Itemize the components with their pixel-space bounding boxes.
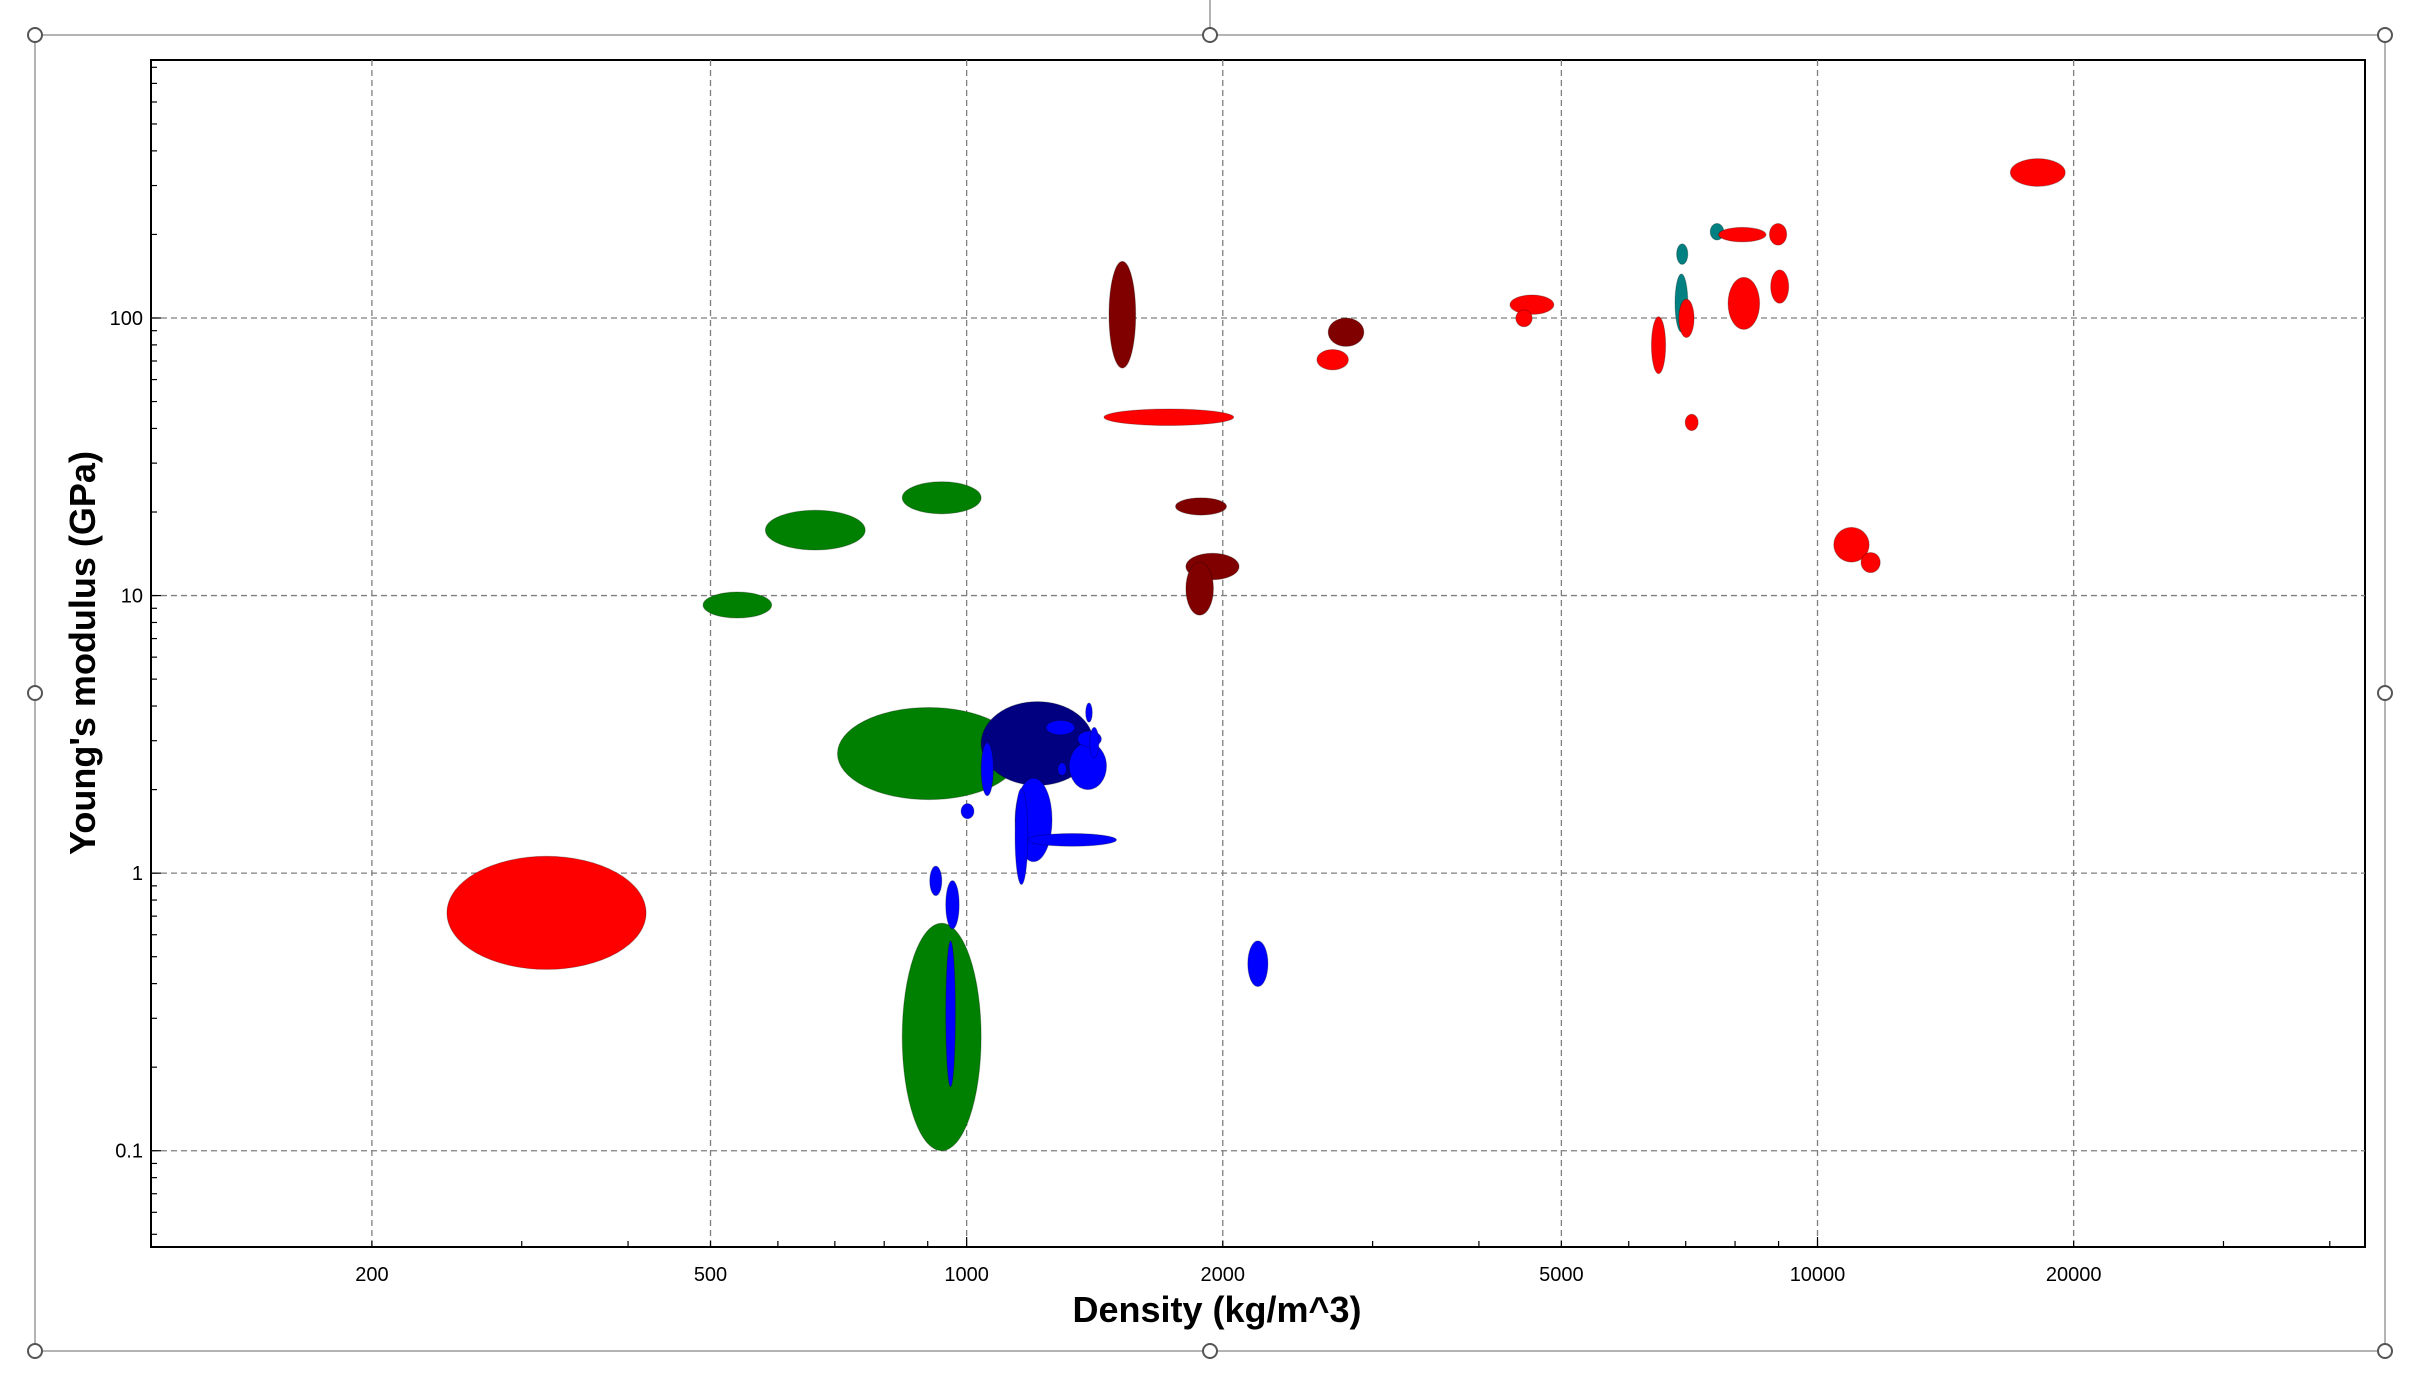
y-axis-ticks: 0.1 1 10 100 [110,308,143,1163]
material-region-23 [1108,260,1137,369]
material-region-19 [929,865,943,897]
resize-handle-top-right[interactable] [2377,27,2393,43]
resize-handle-left[interactable] [27,685,43,701]
material-region-32 [1650,316,1667,375]
y-tick-label: 100 [110,308,143,330]
material-region-28 [1327,317,1365,347]
material-region-3 [764,509,866,551]
x-tick-label: 1000 [944,1264,989,1286]
material-region-13 [1057,762,1067,776]
material-region-43 [1860,551,1881,574]
material-region-25 [1175,497,1227,516]
minor-ticks [151,66,2331,1247]
x-axis-ticks: 200 500 1000 2000 5000 10000 20000 [355,1264,2101,1286]
material-region-31 [1515,309,1533,328]
material-region-38 [1678,298,1695,339]
material-region-21 [945,940,956,1088]
y-tick-label: 1 [132,863,143,885]
material-region-14 [980,742,994,797]
material-region-42 [1833,526,1870,563]
resize-handle-top-left[interactable] [27,27,43,43]
plot-area [150,59,2366,1248]
grid [151,60,2365,1247]
x-axis-title: Density (kg/m^3) [1072,1289,1361,1330]
material-region-6 [901,922,982,1152]
material-region-39 [1684,413,1699,432]
material-region-37 [1768,222,1788,246]
x-tick-label: 2000 [1201,1264,1246,1286]
material-region-34 [1676,243,1689,265]
resize-handle-right[interactable] [2377,685,2393,701]
material-region-16 [1014,787,1029,886]
material-region-17 [1027,832,1117,847]
data-regions [446,158,2066,1152]
material-region-30 [1509,294,1555,315]
x-tick-label: 5000 [1539,1264,1584,1286]
material-region-18 [960,803,975,820]
resize-handle-bottom[interactable] [1202,1343,1218,1359]
y-tick-label: 0.1 [115,1141,143,1163]
material-region-8 [1045,719,1076,736]
y-axis-title: Young's modulus (GPa) [62,451,103,855]
resize-handle-bottom-left[interactable] [27,1343,43,1359]
material-region-24 [1103,408,1235,426]
material-region-4 [901,481,982,515]
y-tick-label: 10 [121,586,143,608]
material-region-1 [446,855,647,970]
material-region-27 [1185,561,1214,616]
material-region-20 [945,880,960,930]
x-tick-label: 200 [355,1264,388,1286]
material-region-41 [1770,269,1790,304]
resize-handles[interactable] [27,27,2393,1359]
x-tick-label: 20000 [2046,1264,2102,1286]
material-region-2 [702,591,773,619]
material-region-40 [1727,276,1761,330]
material-region-44 [2009,158,2066,187]
material-region-10 [1068,742,1107,791]
x-tick-label: 500 [694,1264,727,1286]
material-region-9 [1085,702,1093,723]
material-region-29 [1316,348,1349,371]
resize-handle-bottom-right[interactable] [2377,1343,2393,1359]
material-region-12 [1089,726,1100,759]
material-region-22 [1247,940,1269,988]
x-tick-label: 10000 [1790,1264,1846,1286]
resize-handle-top[interactable] [1202,27,1218,43]
material-region-36 [1718,226,1767,243]
